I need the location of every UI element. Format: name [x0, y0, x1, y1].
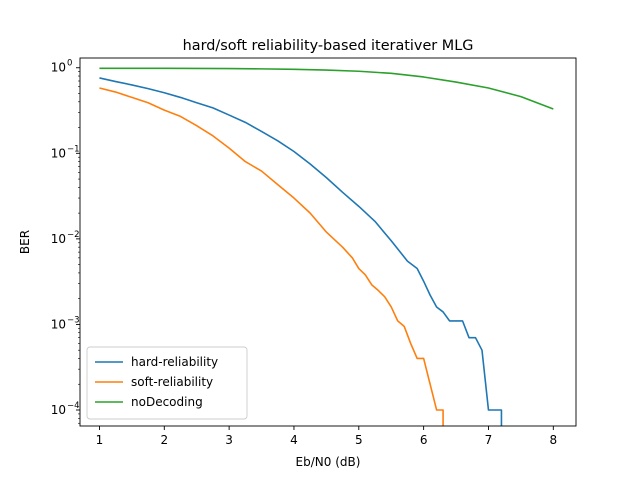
y-tick-label: 10: [51, 61, 66, 75]
x-tick-label: 2: [160, 433, 168, 447]
x-axis: 1 2 3 4 5 6 7 8: [96, 426, 557, 447]
y-tick-label: 10: [51, 146, 66, 160]
series-line-hard-reliability: [99, 77, 503, 426]
series-line-noDecoding: [99, 67, 554, 110]
x-tick-label: 3: [225, 433, 233, 447]
y-tick-label: 10: [51, 403, 66, 417]
y-tick-label: 10: [51, 232, 66, 246]
y-tick-exponent: −2: [67, 230, 80, 240]
x-tick-label: 4: [290, 433, 298, 447]
legend-label-noDecoding: noDecoding: [131, 395, 203, 409]
y-tick-exponent: −1: [67, 144, 80, 154]
x-tick-label: 8: [549, 433, 557, 447]
legend-label-hard-reliability: hard-reliability: [131, 355, 218, 369]
y-tick-exponent: −3: [67, 315, 80, 325]
legend-label-soft-reliability: soft-reliability: [131, 375, 213, 389]
plot-frame: [79, 57, 577, 427]
x-axis-label: Eb/N0 (dB): [296, 455, 361, 469]
x-tick-label: 1: [96, 433, 104, 447]
chart-title: hard/soft reliability-based iterativer M…: [183, 38, 474, 54]
legend-box: [86, 346, 248, 420]
y-axis-label: BER: [18, 230, 32, 254]
legend: hard-reliability soft-reliability noDecodi…: [86, 346, 248, 420]
y-tick-exponent: 0: [67, 59, 72, 69]
x-tick-label: 7: [485, 433, 493, 447]
x-tick-label: 5: [355, 433, 363, 447]
x-tick-label: 6: [420, 433, 428, 447]
y-tick-exponent: −4: [67, 401, 80, 411]
y-tick-label: 10: [51, 317, 66, 331]
series-line-soft-reliability: [99, 87, 444, 426]
plot-area: [99, 67, 554, 426]
